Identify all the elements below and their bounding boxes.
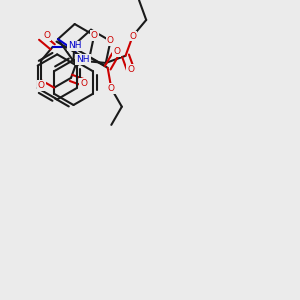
Text: O: O	[113, 47, 120, 56]
Text: O: O	[91, 31, 98, 40]
Text: NH: NH	[68, 41, 81, 50]
Text: O: O	[107, 36, 114, 45]
Text: O: O	[43, 31, 50, 40]
Text: O: O	[127, 65, 134, 74]
Text: O: O	[38, 81, 45, 90]
Text: NH: NH	[76, 55, 90, 64]
Text: O: O	[108, 84, 115, 93]
Text: O: O	[129, 32, 136, 40]
Text: O: O	[80, 79, 87, 88]
